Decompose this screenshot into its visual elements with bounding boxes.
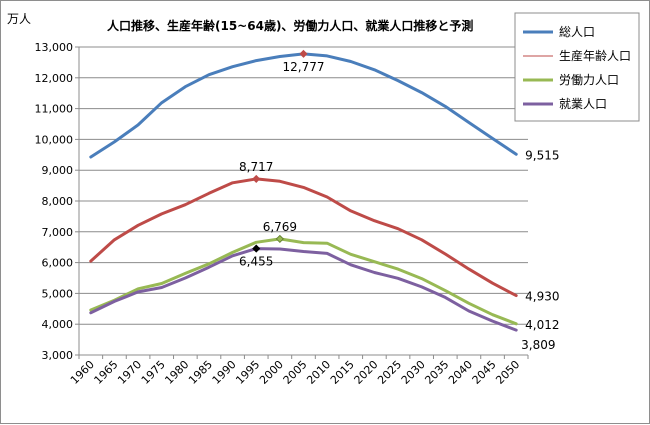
x-tick-label: 2010 [304, 358, 333, 387]
x-tick-label: 2005 [281, 358, 310, 387]
x-tick-label: 2020 [352, 358, 381, 387]
y-tick-label: 12,000 [35, 72, 74, 85]
data-label: 4,930 [525, 290, 559, 304]
data-label: 6,455 [239, 255, 273, 269]
x-tick-label: 1980 [162, 358, 191, 387]
x-tick-label: 2040 [446, 358, 475, 387]
series-line [89, 247, 518, 332]
x-tick-label: 2050 [493, 358, 522, 387]
x-tick-label: 2025 [375, 358, 404, 387]
x-tick-label: 1965 [92, 358, 121, 387]
data-label: 4,012 [525, 318, 559, 332]
x-tick-label: 2015 [328, 358, 357, 387]
x-tick-label: 2045 [470, 358, 499, 387]
axes: 3,000 4,000 5,000 6,000 7,000 8,000 9,000 10,00… [35, 41, 529, 387]
x-tick-label: 2030 [399, 358, 428, 387]
x-tick-label: 1990 [210, 358, 239, 387]
y-axis-unit-label: 万人 [7, 12, 31, 26]
highlight-marker [252, 244, 261, 253]
y-tick-label: 11,000 [35, 103, 74, 116]
y-tick-label: 7,000 [42, 226, 74, 239]
x-tick-label: 1995 [233, 358, 262, 387]
y-tick-label: 10,000 [35, 133, 74, 146]
y-tick-label: 5,000 [42, 287, 74, 300]
gridlines [79, 46, 528, 356]
y-tick-label: 9,000 [42, 164, 74, 177]
x-tick-label: 1960 [68, 358, 97, 387]
highlight-marker [275, 234, 284, 243]
data-label: 8,717 [239, 160, 273, 174]
legend-label: 就業人口 [559, 97, 607, 111]
x-tick-label: 2000 [257, 358, 286, 387]
highlight-marker [252, 174, 261, 183]
data-label: 6,769 [263, 220, 297, 234]
data-label: 12,777 [283, 60, 325, 74]
y-tick-label: 4,000 [42, 318, 74, 331]
x-tick-label: 1970 [115, 358, 144, 387]
x-tick-label: 2035 [422, 358, 451, 387]
highlight-marker [299, 49, 308, 58]
data-labels: 12,777 9,515 8,717 4,930 6,769 4,012 6,455 3,80… [239, 60, 559, 352]
y-tick-label: 13,000 [35, 41, 74, 54]
y-tick-label: 3,000 [42, 349, 74, 362]
x-tick-label: 1975 [139, 358, 168, 387]
data-label: 3,809 [521, 338, 555, 352]
y-tick-label: 8,000 [42, 195, 74, 208]
series-line [89, 237, 518, 326]
y-tick-label: 6,000 [42, 257, 74, 270]
series-lines [89, 49, 518, 332]
x-tick-label: 1985 [186, 358, 215, 387]
legend-label: 生産年齢人口 [559, 48, 631, 63]
data-label: 9,515 [525, 148, 559, 162]
chart-title: 人口推移、生産年齢(15~64歳)、労働力人口、就業人口推移と予測 [107, 18, 473, 33]
series-line [89, 177, 518, 298]
legend-label: 労働力人口 [559, 73, 619, 87]
legend-label: 総人口 [559, 25, 595, 39]
